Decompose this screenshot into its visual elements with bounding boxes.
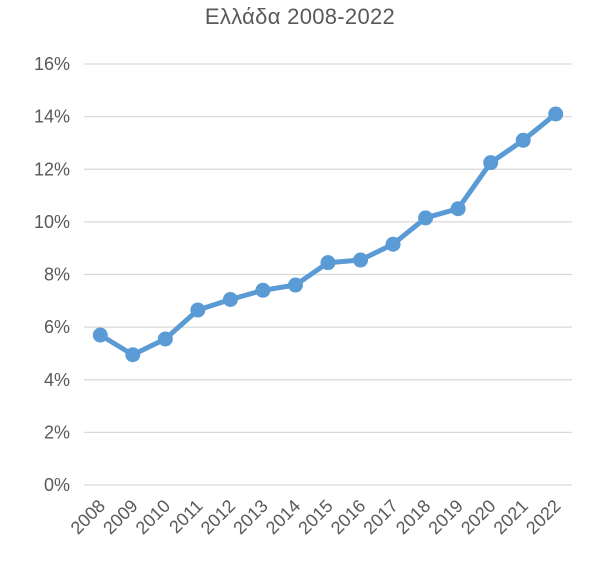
data-point <box>255 282 271 298</box>
x-tick-label: 2010 <box>132 496 174 538</box>
x-tick-label: 2021 <box>490 496 532 538</box>
x-tick-label: 2009 <box>99 496 141 538</box>
data-point <box>450 201 466 217</box>
y-tick-label: 8% <box>44 265 70 285</box>
x-tick-label: 2015 <box>294 496 336 538</box>
x-axis-tick-labels: 2008200920102011201220132014201520162017… <box>67 496 565 538</box>
x-tick-label: 2022 <box>522 496 564 538</box>
data-point <box>92 327 108 343</box>
data-point <box>222 291 238 307</box>
x-tick-label: 2012 <box>197 496 239 538</box>
y-tick-label: 10% <box>34 212 70 232</box>
x-tick-label: 2013 <box>229 496 271 538</box>
y-tick-label: 2% <box>44 422 70 442</box>
y-axis-tick-labels: 0% 2% 4% 6% 8% 10% 12% 14% 16% <box>34 54 70 495</box>
x-tick-label: 2020 <box>457 496 499 538</box>
x-tick-label: 2018 <box>392 496 434 538</box>
data-point <box>483 155 499 171</box>
gridlines <box>84 63 572 486</box>
y-tick-label: 6% <box>44 317 70 337</box>
x-tick-label: 2019 <box>425 496 467 538</box>
x-tick-label: 2014 <box>262 496 304 538</box>
data-point <box>157 331 173 347</box>
data-point <box>418 210 434 226</box>
x-tick-label: 2011 <box>165 496 207 538</box>
data-point <box>548 106 564 122</box>
x-tick-label: 2008 <box>67 496 109 538</box>
x-tick-label: 2016 <box>327 496 369 538</box>
y-tick-label: 16% <box>34 54 70 74</box>
y-tick-label: 12% <box>34 159 70 179</box>
data-point <box>320 255 336 271</box>
y-tick-label: 4% <box>44 370 70 390</box>
series-group <box>92 106 564 363</box>
data-point <box>287 277 303 293</box>
y-tick-label: 14% <box>34 107 70 127</box>
data-point <box>353 252 369 268</box>
data-point <box>515 132 531 148</box>
data-point <box>125 347 141 363</box>
data-point <box>190 302 206 318</box>
data-point <box>385 236 401 252</box>
y-tick-label: 0% <box>44 475 70 495</box>
x-tick-label: 2017 <box>359 496 401 538</box>
series-line <box>97 111 559 358</box>
chart-title: Ελλάδα 2008-2022 <box>204 4 396 29</box>
